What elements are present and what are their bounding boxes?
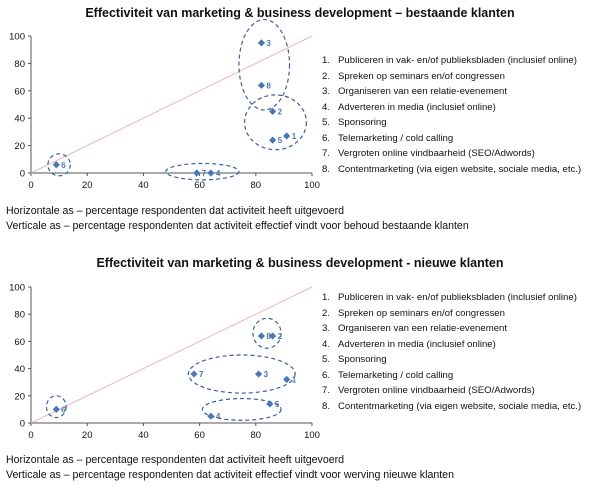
x-tick-label: 100 xyxy=(304,430,320,441)
data-label-3: 3 xyxy=(264,370,269,379)
x-tick-label: 0 xyxy=(28,430,33,441)
legend-item: 2. Spreken op seminars en/of congressen xyxy=(322,70,505,82)
cluster-ellipse xyxy=(187,354,296,394)
legend-new-clients: 1. Publiceren in vak- en/of publieksblade… xyxy=(322,290,581,414)
y-tick-label: 60 xyxy=(14,337,25,348)
axis-caption-vertical: Verticale as – percentage respondenten d… xyxy=(6,469,454,481)
legend-item: 1. Publiceren in vak- en/of publieksblade… xyxy=(322,292,577,303)
data-label-8: 8 xyxy=(266,81,271,90)
legend-item: 5. Sponsoring xyxy=(322,117,387,128)
x-tick-label: 0 xyxy=(28,180,33,191)
chart-title: Effectiviteit van marketing & business d… xyxy=(96,256,504,270)
data-label-6: 6 xyxy=(61,161,66,170)
y-tick-label: 20 xyxy=(14,141,25,152)
legend-item: 7. Vergroten online vindbaarheid (SEO/Adw… xyxy=(322,148,535,159)
diagonal-reference-line xyxy=(30,286,313,424)
legend-item: 3. Organiseren van een relatie-evenement xyxy=(322,323,508,334)
cluster-ellipse xyxy=(165,162,240,181)
data-point-7 xyxy=(193,169,201,177)
x-tick-label: 80 xyxy=(251,180,262,191)
cluster-ellipse xyxy=(201,397,282,421)
data-label-8: 8 xyxy=(266,332,271,341)
y-tick-label: 60 xyxy=(14,86,25,97)
x-tick-label: 40 xyxy=(138,430,149,441)
data-point-5 xyxy=(269,136,277,144)
diagonal-reference-line xyxy=(30,35,313,174)
cluster-ellipse xyxy=(47,153,71,177)
legend-item: 5. Sponsoring xyxy=(322,354,387,365)
y-tick-label: 100 xyxy=(9,32,25,43)
cluster-ellipse xyxy=(243,94,307,151)
data-label-7: 7 xyxy=(202,169,207,178)
y-tick-label: 0 xyxy=(20,169,25,180)
x-tick-label: 20 xyxy=(82,180,93,191)
legend-item: 8. Contentmarketing (via eigen website, s… xyxy=(322,400,582,412)
data-point-1 xyxy=(283,132,291,140)
data-label-2: 2 xyxy=(278,332,283,341)
data-point-6 xyxy=(52,161,60,169)
cluster-ellipse xyxy=(45,395,67,419)
legend-item: 2. Spreken op seminars en/of congressen xyxy=(322,307,505,319)
data-label-4: 4 xyxy=(216,169,221,178)
legend-item: 6. Telemarketing / cold calling xyxy=(322,369,454,381)
data-point-3 xyxy=(255,370,263,378)
chart-panel-existing-clients: Effectiviteit van marketing & business d… xyxy=(0,0,600,244)
data-point-7 xyxy=(190,370,198,378)
axis-caption-horizontal: Horizontale as – percentage respondenten… xyxy=(6,205,345,217)
data-label-3: 3 xyxy=(266,39,271,48)
legend-item: 8. Contentmarketing (via eigen website, s… xyxy=(322,163,582,175)
y-tick-label: 100 xyxy=(9,283,25,294)
data-label-1: 1 xyxy=(292,132,297,141)
legend-item: 3. Organiseren van een relatie-evenement xyxy=(322,86,508,97)
data-point-4 xyxy=(207,169,215,177)
data-label-4: 4 xyxy=(216,412,221,421)
y-tick-label: 80 xyxy=(14,310,25,321)
data-point-2 xyxy=(269,107,277,115)
legend-item: 4. Adverteren in media (inclusief online) xyxy=(322,338,496,350)
x-tick-label: 80 xyxy=(251,430,262,441)
y-tick-label: 0 xyxy=(20,419,25,430)
x-tick-label: 60 xyxy=(194,180,205,191)
scatter-plot-new-clients: 0 20 40 60 80 100 0 20 40 60 80 100 8 2 7 3 1 5 4 6 xyxy=(9,283,320,442)
chart-panel-new-clients: Effectiviteit van marketing & business d… xyxy=(0,250,600,494)
chart-title: Effectiviteit van marketing & business d… xyxy=(85,6,515,20)
y-tick-label: 80 xyxy=(14,59,25,70)
data-label-1: 1 xyxy=(292,375,297,384)
legend-item: 6. Telemarketing / cold calling xyxy=(322,132,454,144)
y-tick-label: 40 xyxy=(14,364,25,375)
data-point-8 xyxy=(257,81,266,89)
axis-caption-horizontal: Horizontale as – percentage respondenten… xyxy=(6,454,345,466)
legend-item: 4. Adverteren in media (inclusief online) xyxy=(322,101,496,113)
legend-existing-clients: 1. Publiceren in vak- en/of publieksblade… xyxy=(322,53,581,177)
data-label-2: 2 xyxy=(278,107,283,116)
x-tick-label: 40 xyxy=(138,180,149,191)
data-point-3 xyxy=(257,39,266,47)
data-point-2 xyxy=(269,332,277,340)
axis-caption-vertical: Verticale as – percentage respondenten d… xyxy=(6,220,469,232)
data-label-5: 5 xyxy=(275,400,280,409)
x-tick-label: 60 xyxy=(194,430,205,441)
data-point-8 xyxy=(257,332,266,340)
x-tick-label: 100 xyxy=(304,180,320,191)
data-label-5: 5 xyxy=(278,136,283,145)
x-tick-label: 20 xyxy=(82,430,93,441)
data-label-7: 7 xyxy=(199,370,204,379)
data-point-4 xyxy=(207,412,215,420)
legend-item: 1. Publiceren in vak- en/of publieksblade… xyxy=(322,55,577,66)
y-tick-label: 40 xyxy=(14,114,25,125)
scatter-plot-existing-clients: 0 20 40 60 80 100 0 20 40 60 80 100 3 8 2 15 6 7 4 xyxy=(9,18,320,191)
cluster-ellipse xyxy=(238,18,291,111)
legend-item: 7. Vergroten online vindbaarheid (SEO/Adw… xyxy=(322,385,535,396)
y-tick-label: 20 xyxy=(14,391,25,402)
data-point-1 xyxy=(283,375,291,384)
data-point-5 xyxy=(266,400,274,408)
data-label-6: 6 xyxy=(61,405,66,414)
